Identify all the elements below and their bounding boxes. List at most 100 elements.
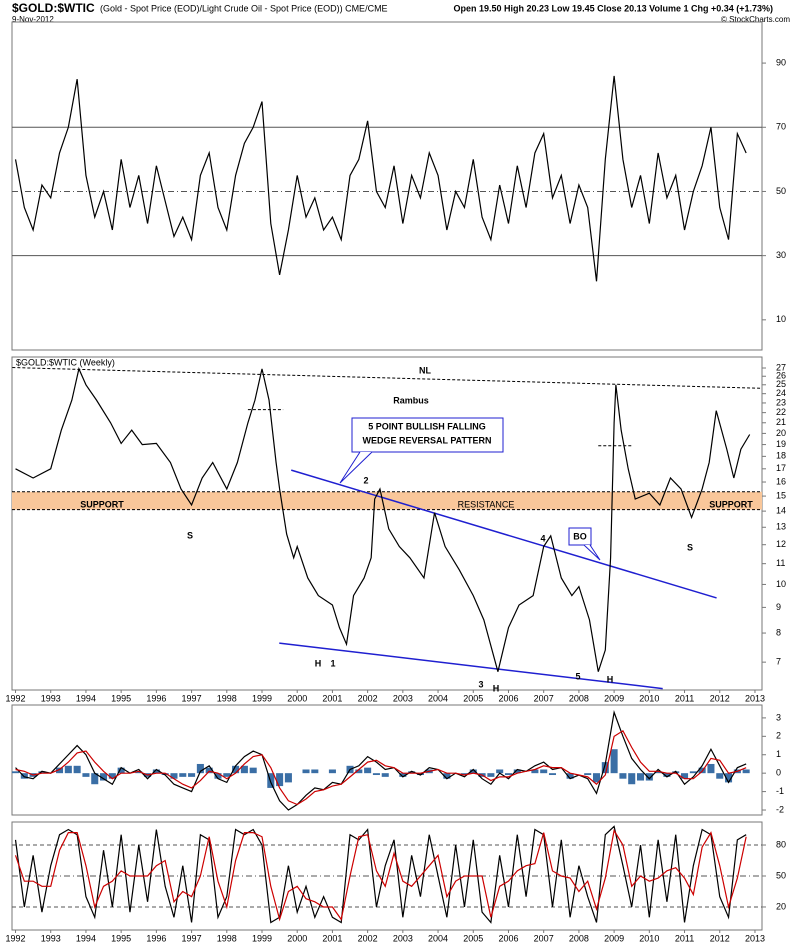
histogram-bar: [460, 773, 468, 776]
x-tick-label: 2006: [498, 933, 518, 943]
plot-area: [12, 75, 762, 282]
x-tick-label: 2012: [710, 693, 730, 703]
y-tick-label: 10: [776, 314, 786, 324]
histogram-bar: [196, 763, 204, 774]
x-tick-label: 1994: [76, 693, 96, 703]
histogram-bar: [637, 773, 645, 781]
x-tick-label: 2009: [604, 693, 624, 703]
histogram-bar: [38, 771, 46, 774]
histogram-bar: [328, 769, 336, 774]
histogram-bar: [152, 769, 160, 774]
x-tick-label: 1997: [182, 693, 202, 703]
x-tick-label: 2011: [675, 933, 694, 943]
x-tick-label: 1993: [41, 933, 61, 943]
date: 9-Nov-2012: [12, 15, 54, 24]
histogram-bar: [566, 773, 574, 779]
histogram-bar: [619, 773, 627, 779]
y-tick-label: 23: [776, 397, 786, 407]
x-tick-label: 2005: [463, 693, 483, 703]
panel-frame: [11, 21, 763, 351]
histogram-bar: [205, 767, 213, 774]
y-tick-label: 18: [776, 451, 786, 461]
y-tick-label: 13: [776, 522, 786, 532]
x-tick-label: 1995: [111, 693, 131, 703]
quote: Open 19.50 High 20.23 Low 19.45 Close 20…: [454, 3, 773, 13]
histogram-bar: [663, 773, 671, 777]
histogram-bar: [302, 769, 310, 774]
y-tick-label: 30: [776, 250, 786, 260]
support-band: [12, 491, 762, 510]
y-tick-label: 25: [776, 379, 786, 389]
x-tick-label: 1997: [182, 933, 202, 943]
histogram-bar: [531, 769, 539, 774]
y-tick-label: 26: [776, 371, 786, 381]
series-line: [14, 828, 747, 922]
x-tick-label: 2003: [393, 933, 413, 943]
y-tick-label: 24: [776, 388, 786, 398]
histogram-bar: [399, 773, 407, 777]
x-tick-label: 2000: [287, 693, 307, 703]
histogram-bar: [73, 765, 81, 774]
panel-frame: [11, 356, 763, 691]
plot-area: [12, 366, 762, 690]
y-tick-label: 15: [776, 490, 786, 500]
histogram-bar: [117, 767, 125, 774]
x-tick-label: 1993: [41, 693, 61, 703]
y-tick-label: 20: [776, 428, 786, 438]
histogram-bar: [12, 771, 20, 774]
y-tick-label: 3: [776, 712, 781, 722]
histogram-bar: [64, 765, 72, 774]
y-tick-label: 90: [776, 57, 786, 67]
y-tick-label: 7: [776, 657, 781, 667]
annotation: 2: [363, 475, 368, 485]
y-tick-label: 80: [776, 839, 786, 849]
y-tick-label: 50: [776, 186, 786, 196]
histogram-bar: [381, 773, 389, 777]
histogram-bar: [311, 769, 319, 774]
x-tick-label: 1999: [252, 693, 272, 703]
histogram-bar: [188, 773, 196, 777]
series-line: [15, 710, 747, 811]
x-tick-label: 2007: [534, 933, 554, 943]
annotation: H: [493, 683, 500, 693]
x-tick-label: 1995: [111, 933, 131, 943]
histogram-bar: [592, 773, 601, 783]
histogram-bar: [355, 769, 363, 774]
callout-pointer: [339, 451, 373, 484]
histogram-bar: [654, 771, 662, 774]
annotation: NL: [419, 365, 431, 375]
y-tick-label: 19: [776, 439, 786, 449]
y-tick-label: 22: [776, 407, 786, 417]
histogram-bar: [82, 773, 90, 777]
histogram-bar: [707, 763, 715, 774]
trendline: [279, 642, 663, 690]
legend-label: $GOLD:$WTIC (Weekly): [16, 357, 115, 367]
x-tick-label: 2005: [463, 933, 483, 943]
histogram-bar: [364, 767, 372, 774]
x-tick-label: 2009: [604, 933, 624, 943]
y-tick-label: 20: [776, 901, 786, 911]
description: (Gold - Spot Price (EOD)/Light Crude Oil…: [100, 3, 388, 13]
callout-box: [351, 417, 504, 453]
histogram-bar: [408, 771, 416, 774]
annotation: S: [187, 530, 193, 540]
annotation: SUPPORT: [709, 499, 753, 509]
y-tick-label: 21: [776, 417, 786, 427]
x-tick-label: 2011: [675, 693, 694, 703]
histogram-bar: [628, 773, 636, 785]
x-tick-label: 1999: [252, 933, 272, 943]
histogram-bar: [469, 769, 477, 774]
histogram-bar: [681, 773, 689, 779]
credit: © StockCharts.com: [721, 15, 790, 24]
y-tick-label: -1: [776, 786, 784, 796]
histogram-bar: [725, 773, 733, 783]
annotation: SUPPORT: [80, 499, 124, 509]
x-tick-label: 1992: [6, 933, 26, 943]
y-tick-label: 17: [776, 463, 786, 473]
annotation: 5: [575, 671, 580, 681]
y-tick-label: 16: [776, 476, 786, 486]
series-line: [15, 366, 751, 672]
annotation: H: [315, 658, 322, 668]
histogram-bar: [496, 769, 504, 774]
histogram-bar: [645, 773, 653, 781]
